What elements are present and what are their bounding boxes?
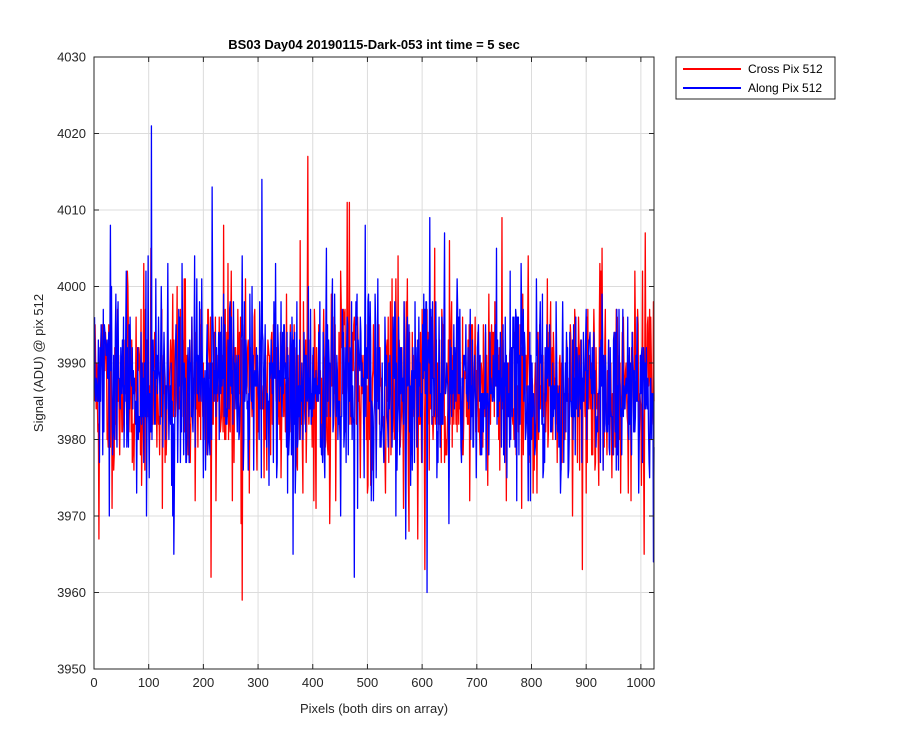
x-tick-label: 700 (466, 675, 488, 690)
y-tick-label: 3950 (57, 662, 86, 677)
series-line-along-pix-512 (93, 125, 655, 594)
x-tick-label: 900 (575, 675, 597, 690)
x-tick-label: 400 (302, 675, 324, 690)
legend-label-cross: Cross Pix 512 (748, 62, 823, 76)
axis-ticks: 0 100 200 300 400 500 600 700 800 900 1000 3950 3960… (57, 50, 655, 691)
y-tick-label: 4020 (57, 126, 86, 141)
legend-label-along: Along Pix 512 (748, 81, 822, 95)
x-tick-label: 0 (90, 675, 97, 690)
x-tick-label: 200 (193, 675, 215, 690)
y-tick-label: 3980 (57, 432, 86, 447)
y-tick-label: 4000 (57, 279, 86, 294)
chart-title: BS03 Day04 20190115-Dark-053 int time = … (228, 37, 520, 52)
y-tick-label: 4030 (57, 50, 86, 65)
x-tick-label: 600 (411, 675, 433, 690)
y-tick-label: 4010 (57, 203, 86, 218)
x-tick-label: 500 (357, 675, 379, 690)
x-tick-label: 100 (138, 675, 160, 690)
y-tick-label: 3960 (57, 585, 86, 600)
series-layer (93, 125, 655, 601)
y-tick-label: 3990 (57, 356, 86, 371)
x-tick-label: 300 (247, 675, 269, 690)
x-tick-label: 1000 (626, 675, 655, 690)
legend-box (675, 56, 836, 100)
legend[interactable]: Cross Pix 512 Along Pix 512 (675, 56, 836, 100)
y-axis-label: Signal (ADU) @ pix 512 (31, 294, 46, 432)
x-axis-label: Pixels (both dirs on array) (300, 701, 448, 716)
y-tick-label: 3970 (57, 509, 86, 524)
x-tick-label: 800 (521, 675, 543, 690)
